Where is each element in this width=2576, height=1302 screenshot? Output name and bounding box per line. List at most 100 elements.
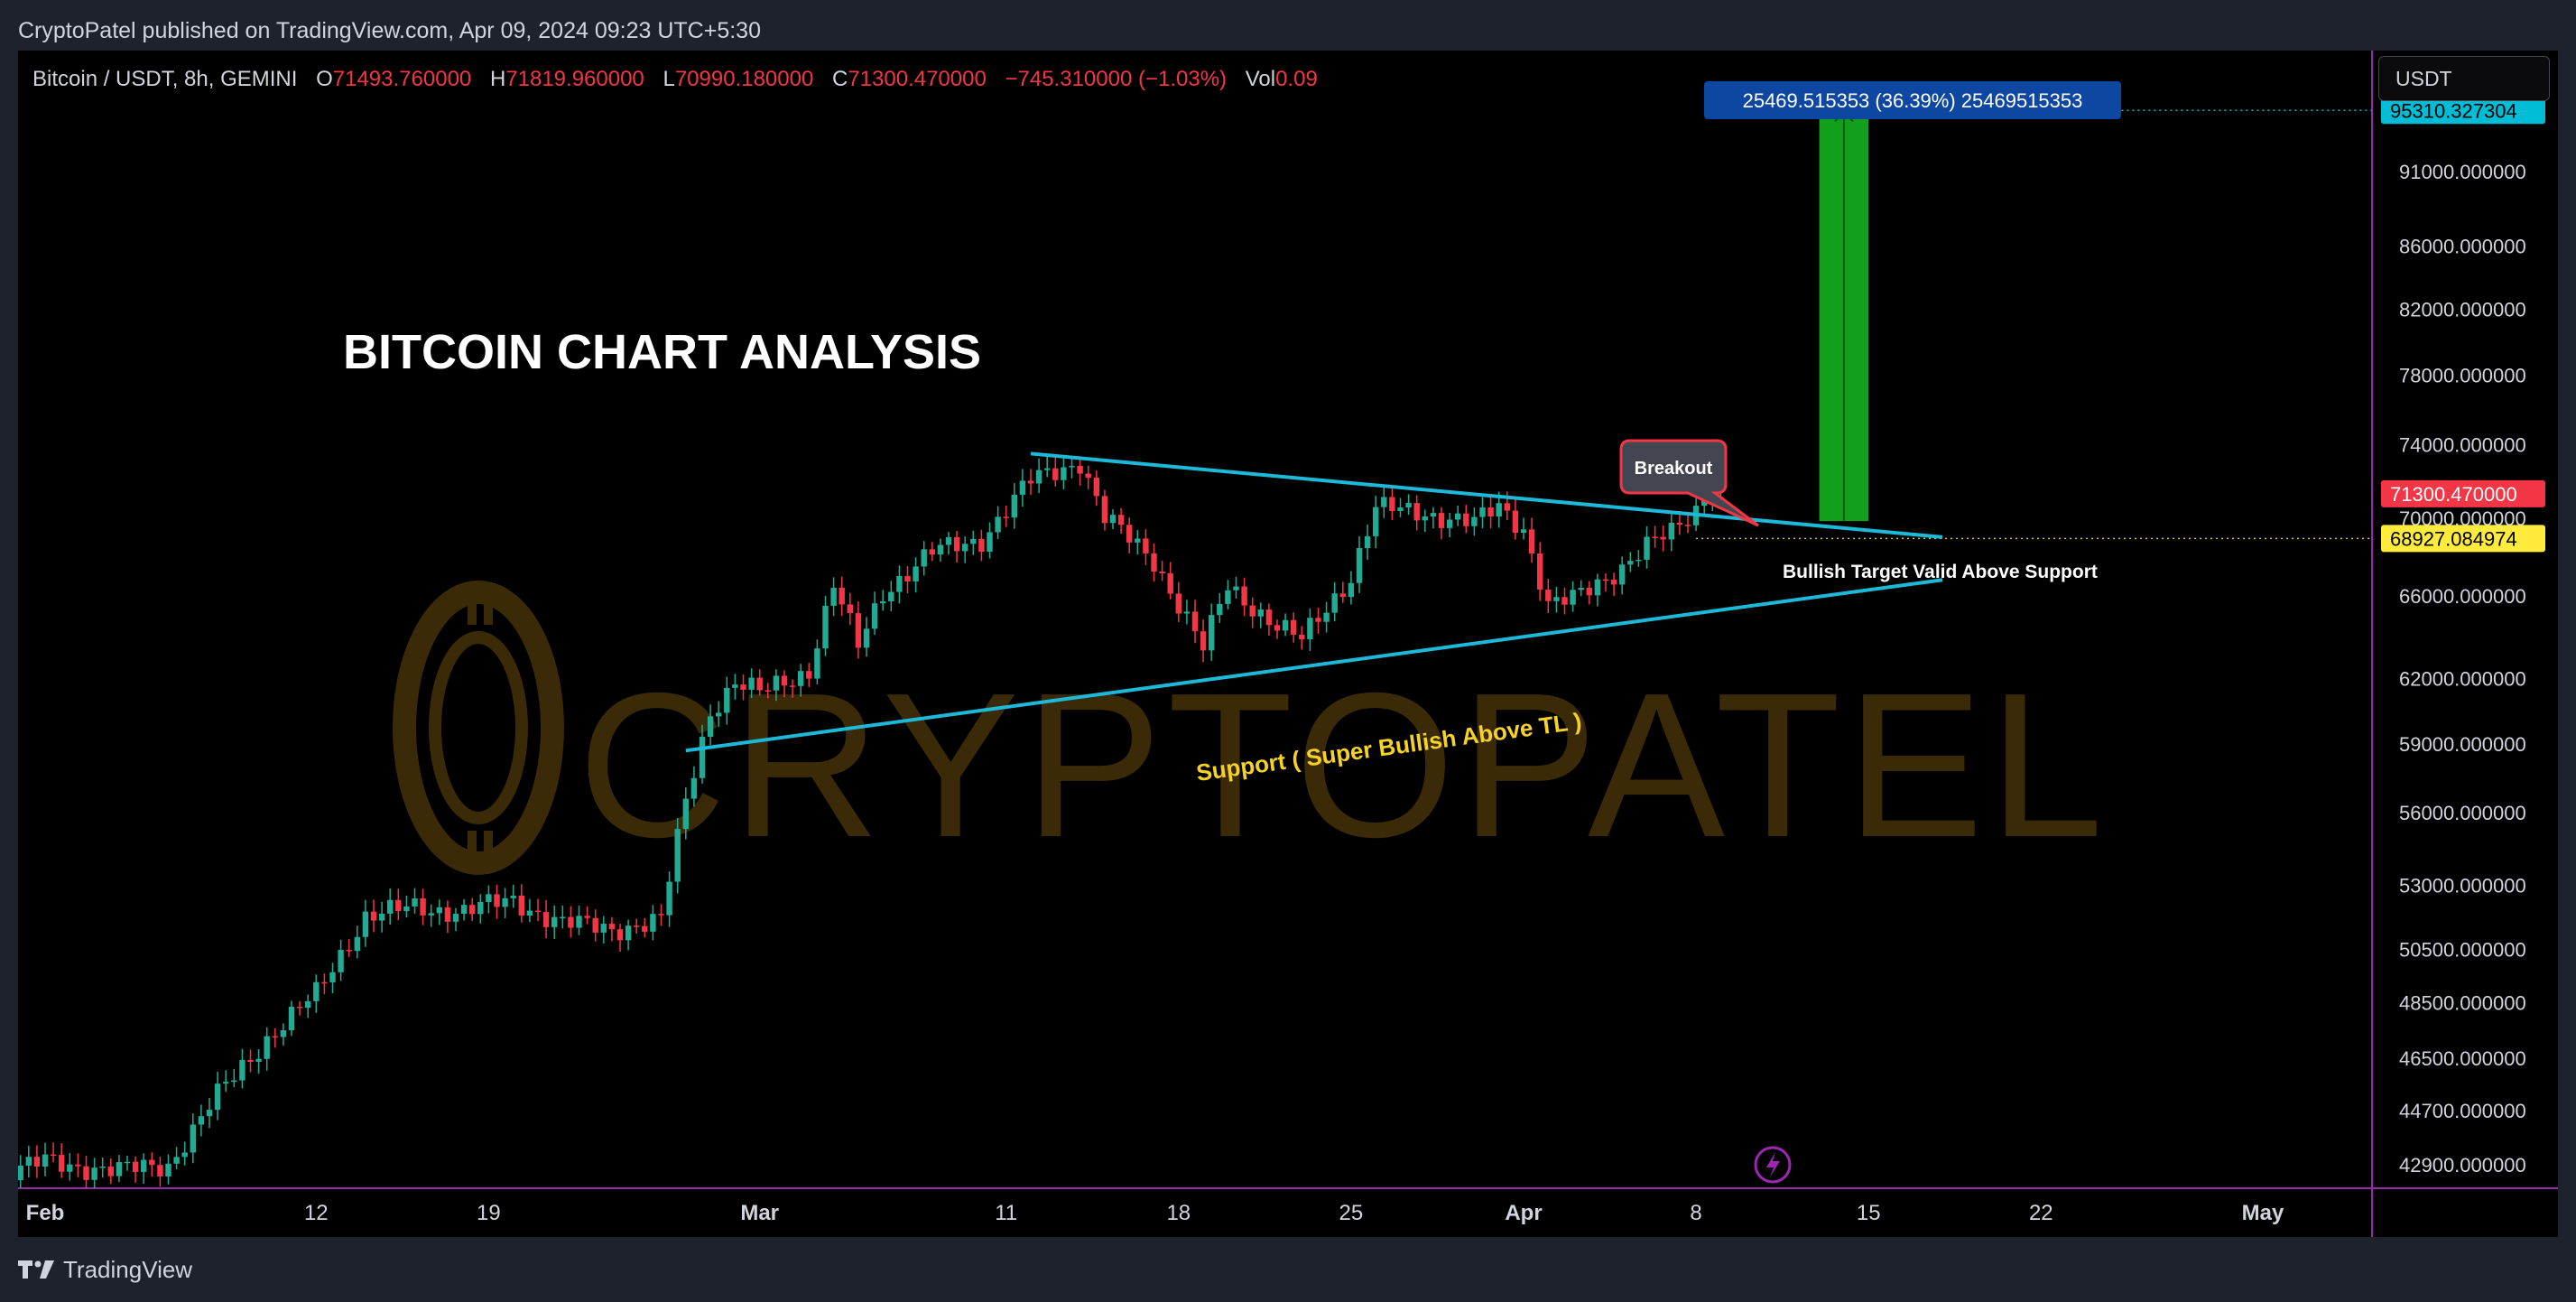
candle (173, 1147, 180, 1170)
measure-label-box (1704, 81, 2121, 119)
candle (18, 1155, 23, 1188)
candle (600, 916, 607, 944)
candle (650, 905, 656, 941)
candle (970, 530, 977, 555)
price-axis[interactable]: 91000.000000 86000.000000 82000.000000 7800… (2381, 87, 2545, 1176)
candle (1610, 572, 1617, 597)
price-tag-box (2381, 525, 2545, 553)
footer-brand-text: TradingView (63, 1255, 193, 1283)
candle (1093, 470, 1099, 507)
candle (937, 538, 944, 563)
candle-body (1282, 619, 1289, 631)
time-tick-label: 25 (1339, 1201, 1364, 1225)
candle-body (510, 895, 516, 898)
candle (469, 897, 476, 921)
candle (1438, 507, 1445, 540)
candle (370, 899, 377, 933)
replay-icon[interactable] (1754, 1146, 1792, 1184)
time-axis[interactable]: Feb 12 19 Mar 11 18 25 Apr 8 15 22 May (26, 1201, 2284, 1225)
candle (1602, 573, 1609, 592)
candle (1191, 600, 1199, 644)
candle (313, 974, 320, 1013)
candle (625, 919, 632, 951)
candle-body (50, 1154, 57, 1157)
chart-area[interactable]: CRYPTOPATEL Support ( Super Bullish Abov… (18, 51, 2558, 1237)
candle-body (1069, 465, 1075, 468)
candle-body (141, 1159, 147, 1172)
time-tick-label: Feb (26, 1201, 65, 1225)
candle (1422, 509, 1428, 533)
candle-body (871, 603, 878, 629)
candle-body (1570, 590, 1576, 605)
candle-body (255, 1058, 262, 1063)
candle-body (929, 549, 935, 555)
footer-brand: TradingView (18, 1253, 192, 1286)
candle-body (608, 924, 616, 930)
candle-body (157, 1165, 163, 1176)
candle (551, 905, 558, 940)
candle (1044, 456, 1051, 478)
candle-body (953, 536, 960, 552)
candle-body (542, 912, 550, 927)
candle-body (1471, 516, 1478, 526)
candle-body (921, 549, 927, 567)
candle-body (937, 544, 944, 555)
volume-value: 0.09 (1275, 67, 1318, 91)
candle (756, 669, 763, 696)
candle-body (1274, 625, 1281, 631)
candle (124, 1155, 131, 1171)
candle (1109, 509, 1117, 530)
candle (206, 1098, 213, 1129)
candle (395, 888, 402, 921)
candle (716, 701, 722, 728)
candle-body (576, 916, 582, 928)
candle (25, 1145, 32, 1178)
high-value: 71819.960000 (505, 67, 644, 91)
candle (387, 888, 394, 925)
candle-body (1578, 588, 1584, 591)
candle-body (1660, 536, 1666, 540)
candle-body (1405, 503, 1412, 508)
candle (1077, 456, 1083, 486)
candle-body (904, 576, 911, 581)
candle-body (1077, 465, 1083, 474)
candle (1471, 507, 1478, 536)
candle-body (99, 1166, 106, 1168)
candle (1463, 504, 1469, 534)
candle (1274, 619, 1281, 639)
candle-body (1701, 500, 1708, 507)
open-label: O (316, 67, 333, 91)
candle (1315, 608, 1321, 634)
candle (830, 577, 837, 617)
price-chart[interactable]: CRYPTOPATEL Support ( Super Bullish Abov… (18, 51, 2558, 1237)
currency-button[interactable]: USDT (2378, 56, 2550, 101)
candle (863, 617, 870, 657)
candle-body (1397, 507, 1404, 512)
candle-body (305, 1000, 311, 1009)
candle (798, 664, 804, 697)
candle-body (338, 950, 344, 972)
candle-body (1602, 579, 1609, 581)
candle-body (1610, 580, 1617, 585)
time-tick-label: Mar (740, 1201, 779, 1225)
candle-body (1265, 609, 1273, 626)
candle-body (18, 1165, 23, 1181)
candle-body (1167, 572, 1173, 594)
candle (83, 1156, 89, 1188)
price-tag-box (2381, 97, 2545, 125)
symbol-label[interactable]: Bitcoin / USDT, 8h, GEMINI (32, 67, 298, 91)
candle-body (1373, 507, 1379, 536)
candle-body (732, 684, 738, 688)
candle (560, 906, 566, 929)
candle-body (272, 1036, 278, 1038)
candle-body (1109, 515, 1117, 524)
candle-body (1200, 631, 1207, 651)
candle-body (1191, 611, 1199, 632)
candle-body (625, 925, 632, 941)
candle-body (231, 1080, 237, 1083)
candle-body (789, 685, 796, 687)
candle-body (198, 1116, 205, 1125)
candle-body (346, 950, 352, 952)
candle (1159, 561, 1165, 581)
candle-body (165, 1163, 171, 1176)
